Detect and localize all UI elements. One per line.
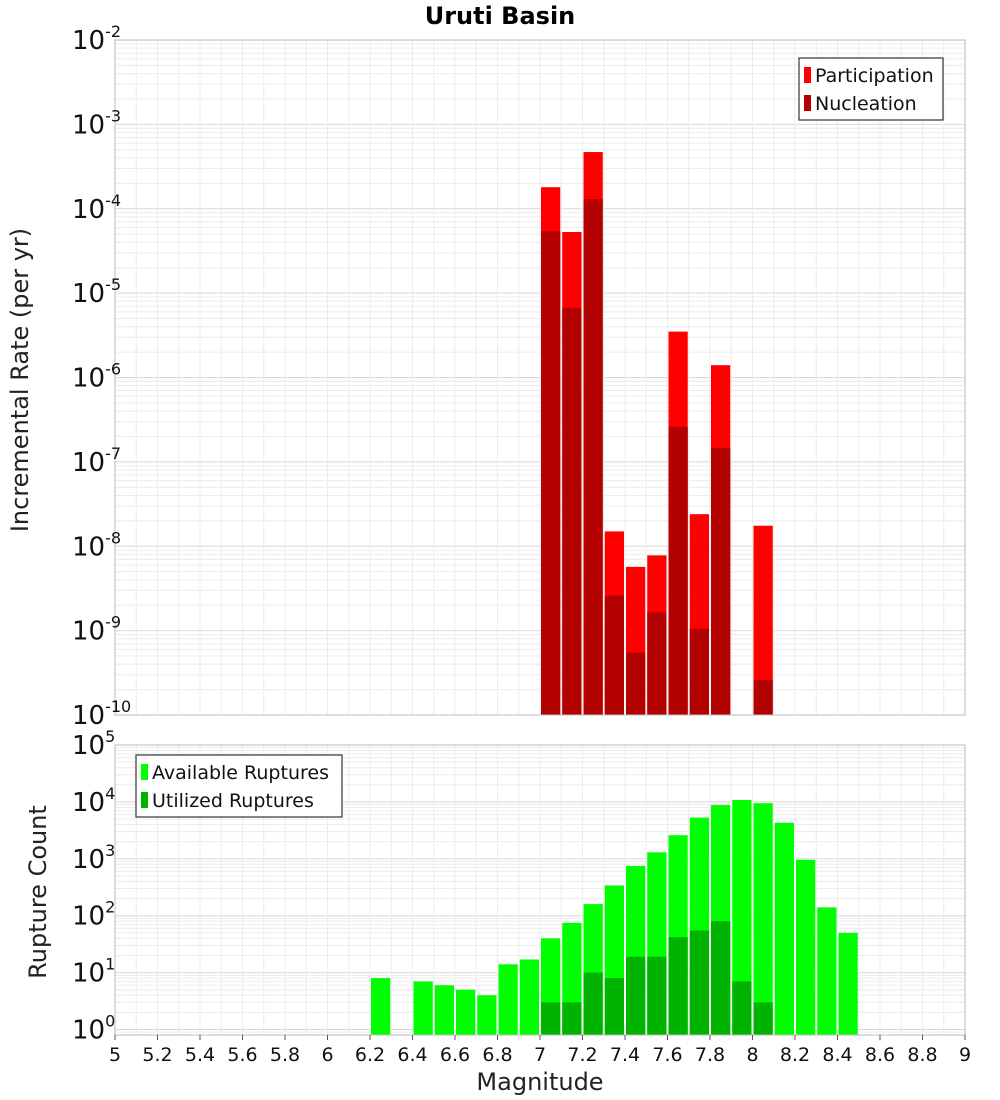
x-tick-label: 8.2: [780, 1044, 810, 1066]
legend-label: Utilized Ruptures: [152, 790, 314, 812]
legend-swatch: [804, 95, 811, 111]
utilized-ruptures-bar: [604, 978, 624, 1035]
available-ruptures-bar: [838, 932, 858, 1035]
x-tick-label: 8.6: [865, 1044, 895, 1066]
rupture-count-panel: 100 101 102 103 104 105 Available Ruptures Util…: [72, 727, 971, 1066]
y-tick-label: 10-6: [72, 360, 121, 394]
legend-label: Available Ruptures: [152, 762, 329, 784]
y-tick-label: 10-8: [72, 528, 121, 562]
nucleation-bar: [626, 652, 646, 715]
y-tick-label: 10-2: [72, 22, 121, 56]
available-ruptures-bar: [753, 803, 773, 1035]
utilized-ruptures-bar: [626, 956, 646, 1035]
utilized-ruptures-bar: [668, 937, 688, 1035]
y-tick-label: 10-10: [72, 697, 131, 731]
y-tick-label: 10-3: [72, 106, 121, 140]
x-tick-label: 9: [959, 1044, 971, 1066]
x-tick-label: 8.8: [907, 1044, 937, 1066]
y-tick-label: 102: [72, 898, 115, 932]
y-tick-label: 10-7: [72, 444, 121, 478]
rate-y-axis-label: Incremental Rate (per yr): [6, 228, 34, 532]
nucleation-bar: [668, 426, 688, 715]
chart-title: Uruti Basin: [425, 2, 576, 30]
x-tick-label: 7.2: [567, 1044, 597, 1066]
nucleation-bar: [604, 595, 624, 715]
y-tick-label: 10-5: [72, 275, 121, 309]
legend-label: Participation: [815, 65, 934, 87]
x-tick-label: 8.4: [822, 1044, 852, 1066]
nucleation-bar: [562, 307, 582, 715]
utilized-ruptures-bar: [583, 972, 603, 1035]
y-tick-label: 103: [72, 841, 115, 875]
available-ruptures-bar: [817, 907, 837, 1035]
x-tick-label: 5.8: [270, 1044, 300, 1066]
nucleation-bar: [711, 448, 731, 715]
x-tick-label: 6.4: [397, 1044, 427, 1066]
plot-frame: [114, 39, 966, 716]
available-ruptures-bar: [796, 859, 816, 1035]
utilized-ruptures-bar: [647, 956, 667, 1035]
available-ruptures-bar: [371, 978, 391, 1035]
legend-box: [798, 57, 944, 121]
legend-label: Nucleation: [815, 93, 917, 115]
available-ruptures-bar: [477, 995, 497, 1035]
x-tick-label: 6.6: [440, 1044, 470, 1066]
utilized-ruptures-bar: [541, 1002, 561, 1035]
available-ruptures-bar: [413, 981, 433, 1035]
x-tick-label: 7.6: [652, 1044, 682, 1066]
x-tick-label: 6.2: [355, 1044, 385, 1066]
utilized-ruptures-bar: [711, 921, 731, 1035]
x-tick-label: 5.4: [185, 1044, 215, 1066]
y-tick-label: 104: [72, 784, 115, 818]
x-tick-label: 7.4: [610, 1044, 640, 1066]
y-tick-label: 105: [72, 727, 115, 761]
x-tick-label: 8: [746, 1044, 758, 1066]
available-ruptures-bar: [774, 822, 794, 1035]
utilized-ruptures-bar: [562, 1002, 582, 1035]
nucleation-bar: [541, 231, 561, 715]
nucleation-bar: [753, 679, 773, 715]
y-tick-label: 100: [72, 1011, 115, 1045]
x-tick-label: 5: [109, 1044, 121, 1066]
utilized-ruptures-bar: [753, 1002, 773, 1035]
available-ruptures-bar: [519, 959, 539, 1035]
count-y-axis-label: Rupture Count: [24, 805, 52, 979]
rate-panel: 10-10 10-9 10-8 10-7 10-6 10-5 10-4 10-3 10-2 Par…: [72, 22, 966, 731]
participation-bar: [753, 525, 773, 715]
y-tick-label: 10-4: [72, 191, 121, 225]
x-tick-label: 7.8: [695, 1044, 725, 1066]
available-ruptures-bar: [498, 964, 518, 1035]
nucleation-bar: [689, 628, 709, 715]
y-tick-label: 101: [72, 955, 115, 989]
nucleation-bar: [583, 199, 603, 715]
nucleation-bar: [647, 612, 667, 715]
x-tick-label: 5.6: [227, 1044, 257, 1066]
x-tick-label: 7: [534, 1044, 546, 1066]
legend-swatch: [141, 764, 148, 780]
utilized-ruptures-bar: [732, 981, 752, 1035]
x-tick-label: 6: [321, 1044, 333, 1066]
utilized-ruptures-bar: [689, 930, 709, 1035]
available-ruptures-bar: [456, 989, 476, 1035]
legend-box: [135, 754, 343, 818]
available-ruptures-bar: [434, 985, 454, 1035]
x-tick-label: 6.8: [482, 1044, 512, 1066]
y-tick-label: 10-9: [72, 613, 121, 647]
magnitude-x-axis-label: Magnitude: [476, 1068, 603, 1096]
legend-swatch: [804, 67, 811, 83]
legend-swatch: [141, 792, 148, 808]
x-tick-label: 5.2: [142, 1044, 172, 1066]
available-ruptures-bar: [732, 799, 752, 1035]
